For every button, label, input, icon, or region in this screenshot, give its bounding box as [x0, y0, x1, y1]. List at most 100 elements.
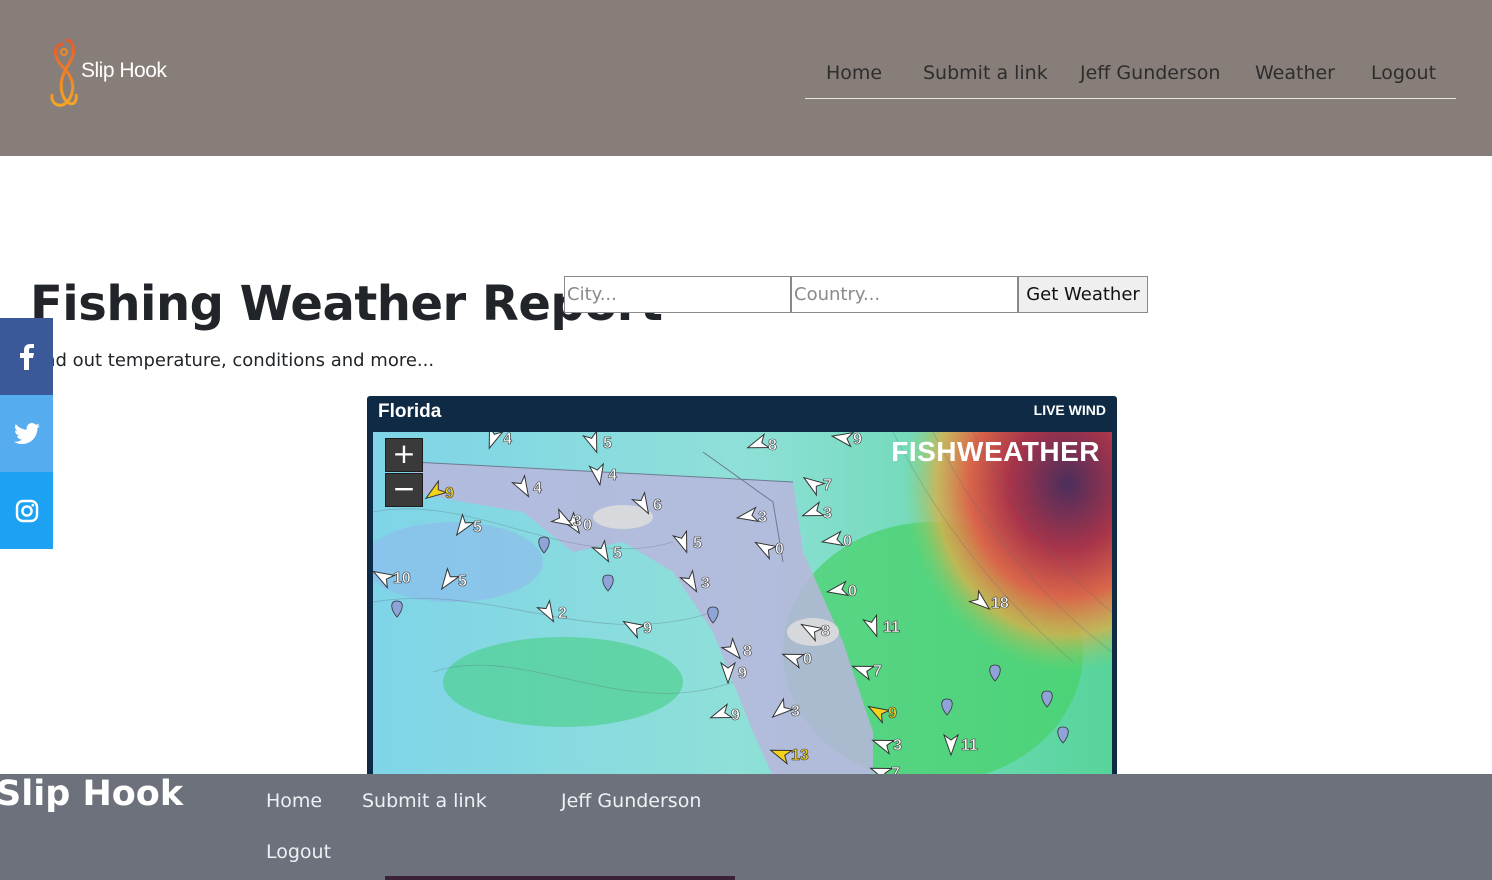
station-pin-icon[interactable] [1057, 726, 1069, 744]
wind-speed-label: 0 [583, 517, 592, 534]
wind-arrow-icon [709, 702, 734, 719]
wind-marker: 0 [825, 580, 857, 600]
wind-speed-label: 5 [458, 573, 467, 590]
wind-marker: 7 [802, 476, 832, 497]
nav-weather[interactable]: Weather [1255, 62, 1335, 84]
wind-marker: 9 [709, 702, 740, 724]
wind-map[interactable]: 4 5 8 9 4 4 9 6 5 0 3 7 3 0 3 5 5 0 10 5 3 0 18 2 9 8 11 8 0 7 9 9 3 9 3 11… [373, 432, 1112, 776]
wind-marker: 9 [622, 620, 652, 640]
wind-speed-label: 8 [743, 643, 752, 660]
wind-arrow-icon [590, 539, 610, 563]
live-wind-widget[interactable]: Florida LIVE WIND [367, 396, 1117, 776]
footer-brand[interactable]: Slip Hook [0, 774, 184, 814]
wind-marker: 11 [861, 613, 900, 638]
wind-speed-label: 10 [393, 570, 411, 587]
wind-speed-label: 2 [558, 605, 567, 622]
station-pin-icon[interactable] [538, 536, 550, 554]
wind-speed-label: 13 [791, 747, 809, 764]
wind-speed-label: 3 [573, 513, 582, 530]
get-weather-button[interactable]: Get Weather [1018, 276, 1148, 313]
wind-speed-label: 11 [961, 737, 978, 754]
city-input[interactable] [564, 276, 791, 313]
wind-speed-label: 18 [991, 595, 1009, 612]
wind-speed-label: 9 [888, 705, 897, 722]
footer-jeff-gunderson[interactable]: Jeff Gunderson [561, 790, 702, 812]
instagram-share-button[interactable] [0, 472, 53, 549]
twitter-share-button[interactable] [0, 395, 53, 472]
wind-marker: 3 [735, 506, 767, 526]
wind-speed-label: 8 [768, 437, 777, 454]
wind-arrow-icon [754, 541, 778, 561]
wind-arrow-icon [581, 432, 598, 454]
wind-speed-label: 5 [693, 535, 702, 552]
wind-marker: 5 [671, 529, 702, 554]
wind-marker: 10 [373, 570, 411, 590]
wind-marker: 5 [440, 566, 467, 590]
wind-arrow-icon [861, 613, 878, 638]
wind-arrow-icon [678, 569, 698, 593]
site-header: Slip Hook Home Submit a link Jeff Gunder… [0, 0, 1492, 156]
wind-speed-label: 0 [848, 583, 857, 600]
facebook-share-button[interactable] [0, 318, 53, 395]
wind-arrow-icon [588, 462, 605, 487]
wind-arrow-icon [771, 697, 795, 719]
wind-speed-label: 0 [803, 651, 812, 668]
main-nav: Home Submit a link Jeff Gunderson Weathe… [805, 52, 1456, 99]
zoom-out-button[interactable]: − [385, 473, 423, 507]
wind-marker: 6 [630, 491, 662, 515]
wind-arrow-icon [746, 432, 771, 449]
footer-submit-link[interactable]: Submit a link [362, 790, 487, 812]
wind-arrow-icon [967, 589, 991, 611]
wind-marker: 9 [867, 705, 897, 725]
wind-arrow-icon [781, 653, 806, 670]
zoom-in-button[interactable]: + [385, 438, 423, 472]
wind-speed-label: 3 [823, 505, 832, 522]
wind-arrow-icon [488, 432, 505, 450]
footer-logout[interactable]: Logout [266, 841, 332, 863]
wind-marker: 5 [590, 539, 622, 563]
station-pin-icon[interactable] [707, 606, 719, 624]
nav-jeff-gunderson[interactable]: Jeff Gunderson [1080, 62, 1221, 84]
wind-arrow-icon [630, 491, 650, 515]
station-pin-icon[interactable] [1041, 690, 1053, 708]
wind-speed-label: 3 [758, 509, 767, 526]
country-input[interactable] [791, 276, 1018, 313]
wind-speed-label: 9 [643, 620, 652, 637]
station-pin-icon[interactable] [602, 574, 614, 592]
station-pin-icon[interactable] [941, 698, 953, 716]
wind-arrow-icon [550, 507, 574, 527]
nav-home[interactable]: Home [826, 62, 883, 84]
wind-arrow-icon [802, 476, 827, 497]
nav-logout[interactable]: Logout [1371, 62, 1437, 84]
wind-speed-label: 4 [608, 467, 617, 484]
station-pin-icon[interactable] [989, 664, 1001, 682]
wind-marker: 9 [720, 661, 747, 685]
wind-marker: 3 [801, 500, 832, 522]
wind-arrow-icon [535, 599, 555, 623]
footer-divider [385, 876, 735, 880]
slip-hook-logo-icon[interactable] [44, 36, 184, 112]
footer-home[interactable]: Home [266, 790, 323, 812]
wind-arrow-icon [820, 530, 845, 547]
wind-marker: 5 [581, 432, 612, 454]
wind-marker: 3 [550, 507, 582, 530]
wind-arrow-icon [510, 474, 530, 498]
wind-marker: 9 [424, 479, 454, 502]
live-wind-badge: LIVE WIND [1033, 402, 1106, 418]
wind-speed-label: 7 [823, 477, 832, 494]
header-brand[interactable]: Slip Hook [81, 59, 167, 82]
wind-marker: 4 [488, 432, 512, 450]
wind-arrow-icon [424, 479, 449, 500]
wind-speed-label: 9 [731, 707, 740, 724]
wind-marker: 8 [720, 636, 752, 660]
wind-arrow-icon [801, 500, 826, 517]
wind-marker: 0 [820, 530, 852, 550]
wind-arrow-icon [851, 665, 876, 682]
wind-arrow-icon [830, 432, 855, 448]
facebook-icon [19, 343, 34, 370]
nav-submit-link[interactable]: Submit a link [923, 62, 1048, 84]
station-pin-icon[interactable] [391, 600, 403, 618]
wind-speed-label: 7 [873, 663, 882, 680]
